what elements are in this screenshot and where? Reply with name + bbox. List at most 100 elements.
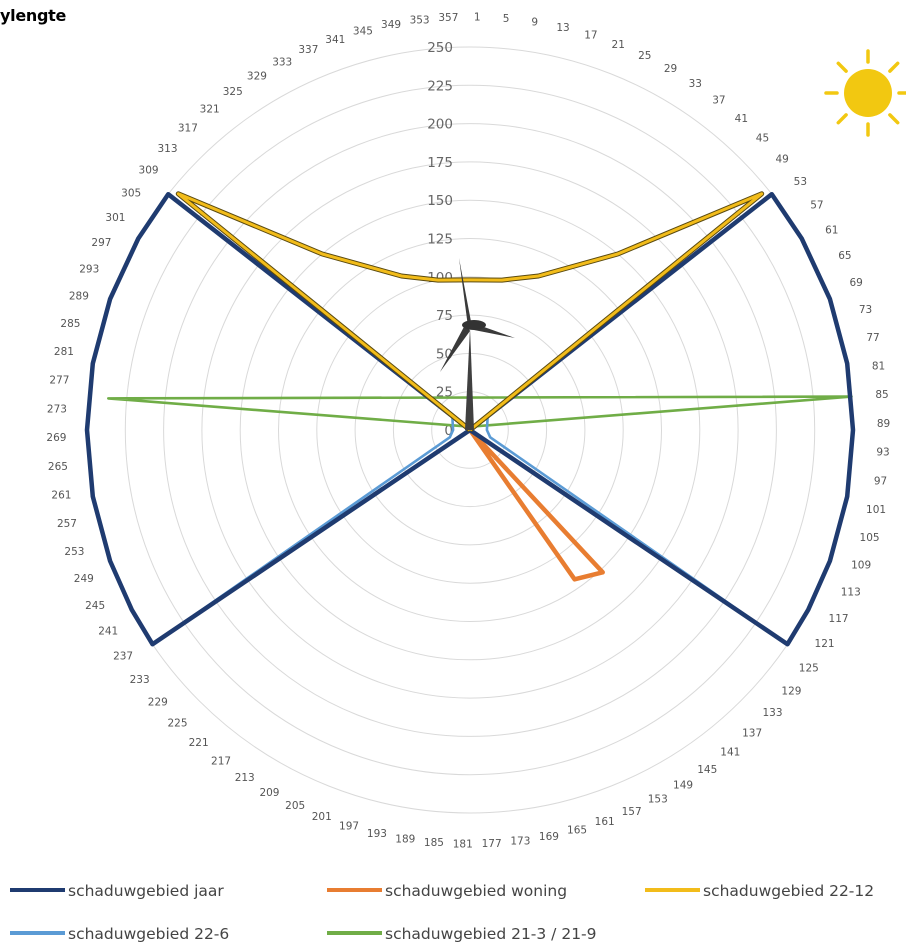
direction-label: 293 xyxy=(79,263,99,275)
grid-circle-7 xyxy=(201,161,739,699)
direction-label: 349 xyxy=(381,19,401,31)
direction-label: 105 xyxy=(860,532,880,544)
grid-circle-3 xyxy=(354,314,586,546)
direction-label: 9 xyxy=(531,16,538,28)
direction-label: 29 xyxy=(664,63,677,75)
direction-label: 121 xyxy=(815,638,835,650)
direction-label: 177 xyxy=(482,838,502,850)
direction-label: 61 xyxy=(825,224,838,236)
direction-label: 233 xyxy=(130,674,150,686)
direction-label: 173 xyxy=(510,836,530,848)
direction-label: 85 xyxy=(875,389,888,401)
direction-label: 145 xyxy=(697,764,717,776)
direction-label: 269 xyxy=(46,432,66,444)
direction-label: 13 xyxy=(556,22,569,34)
direction-labels: 1 5 9 1317212529333741454953576165697377818… xyxy=(46,11,890,850)
direction-label: 225 xyxy=(167,717,187,729)
direction-label: 77 xyxy=(866,332,879,344)
direction-label: 53 xyxy=(794,176,807,188)
direction-label: 69 xyxy=(849,277,862,289)
direction-label: 41 xyxy=(735,113,748,125)
series-line xyxy=(468,428,605,582)
direction-label: 329 xyxy=(247,70,267,82)
direction-label: 25 xyxy=(638,50,651,62)
direction-label: 313 xyxy=(157,143,177,155)
direction-label: 169 xyxy=(539,831,559,843)
direction-label: 101 xyxy=(866,504,886,516)
direction-label: 337 xyxy=(298,44,318,56)
sun-ray xyxy=(888,61,900,73)
radial-tick-label: 75 xyxy=(436,308,453,324)
direction-label: 45 xyxy=(756,133,769,145)
legend-entry: schaduwgebied jaar xyxy=(68,882,224,900)
direction-label: 205 xyxy=(285,800,305,812)
wind-turbine-icon xyxy=(440,258,515,430)
direction-label: 333 xyxy=(272,56,292,68)
direction-label: 137 xyxy=(742,728,762,740)
sun-icon xyxy=(824,49,906,137)
direction-label: 117 xyxy=(829,613,849,625)
direction-label: 21 xyxy=(612,39,625,51)
direction-label: 125 xyxy=(799,662,819,674)
direction-label: 57 xyxy=(810,200,823,212)
direction-label: 17 xyxy=(584,29,597,41)
radial-tick-label: 225 xyxy=(427,78,453,94)
direction-label: 341 xyxy=(325,34,345,46)
radial-tick-label: 150 xyxy=(427,193,453,209)
direction-label: 301 xyxy=(105,212,125,224)
legend-entry: schaduwgebied 21-3 / 21-9 xyxy=(385,925,597,943)
direction-label: 5 xyxy=(503,13,510,25)
direction-label: 153 xyxy=(648,794,668,806)
direction-label: 149 xyxy=(673,780,693,792)
direction-label: 189 xyxy=(395,834,415,846)
direction-label: 201 xyxy=(312,811,332,823)
direction-label: 141 xyxy=(720,746,740,758)
direction-label: 209 xyxy=(259,787,279,799)
direction-label: 249 xyxy=(74,573,94,585)
direction-label: 277 xyxy=(49,375,69,387)
radial-tick-label: 175 xyxy=(427,155,453,171)
direction-label: 253 xyxy=(64,546,84,558)
direction-label: 285 xyxy=(60,318,80,330)
direction-label: 93 xyxy=(876,447,889,459)
direction-label: 229 xyxy=(148,696,168,708)
radial-tick-label: 200 xyxy=(427,117,453,133)
direction-label: 357 xyxy=(438,12,458,24)
direction-label: 261 xyxy=(51,490,71,502)
direction-label: 305 xyxy=(121,188,141,200)
direction-label: 245 xyxy=(85,600,105,612)
direction-label: 33 xyxy=(689,78,702,90)
direction-label: 81 xyxy=(872,360,885,372)
direction-label: 133 xyxy=(762,707,782,719)
direction-label: 309 xyxy=(139,165,159,177)
radial-tick-label: 250 xyxy=(427,40,453,56)
direction-label: 165 xyxy=(567,825,587,837)
direction-label: 317 xyxy=(178,122,198,134)
series-line xyxy=(151,416,789,646)
direction-label: 193 xyxy=(367,828,387,840)
direction-label: 113 xyxy=(841,587,861,599)
direction-label: 129 xyxy=(781,685,801,697)
direction-label: 265 xyxy=(48,461,68,473)
sun-ray xyxy=(836,113,848,125)
direction-label: 37 xyxy=(712,95,725,107)
grid-circle-5 xyxy=(278,238,662,622)
grid-circle-4 xyxy=(316,276,624,584)
direction-label: 213 xyxy=(235,772,255,784)
chart-title: ylengte xyxy=(0,6,67,25)
direction-label: 281 xyxy=(54,346,74,358)
direction-label: 321 xyxy=(200,104,220,116)
direction-label: 1 xyxy=(474,11,481,23)
direction-label: 65 xyxy=(838,250,851,262)
grid-circle-6 xyxy=(239,199,701,661)
direction-label: 353 xyxy=(410,14,430,26)
legend: schaduwgebied jaar schaduwgebied woning sc… xyxy=(10,882,874,943)
series-line xyxy=(176,192,764,432)
grid-circle-8 xyxy=(163,123,777,737)
direction-label: 289 xyxy=(69,290,89,302)
direction-label: 325 xyxy=(223,86,243,98)
direction-label: 197 xyxy=(339,821,359,833)
direction-label: 345 xyxy=(353,25,373,37)
direction-label: 297 xyxy=(91,237,111,249)
direction-label: 89 xyxy=(877,418,890,430)
